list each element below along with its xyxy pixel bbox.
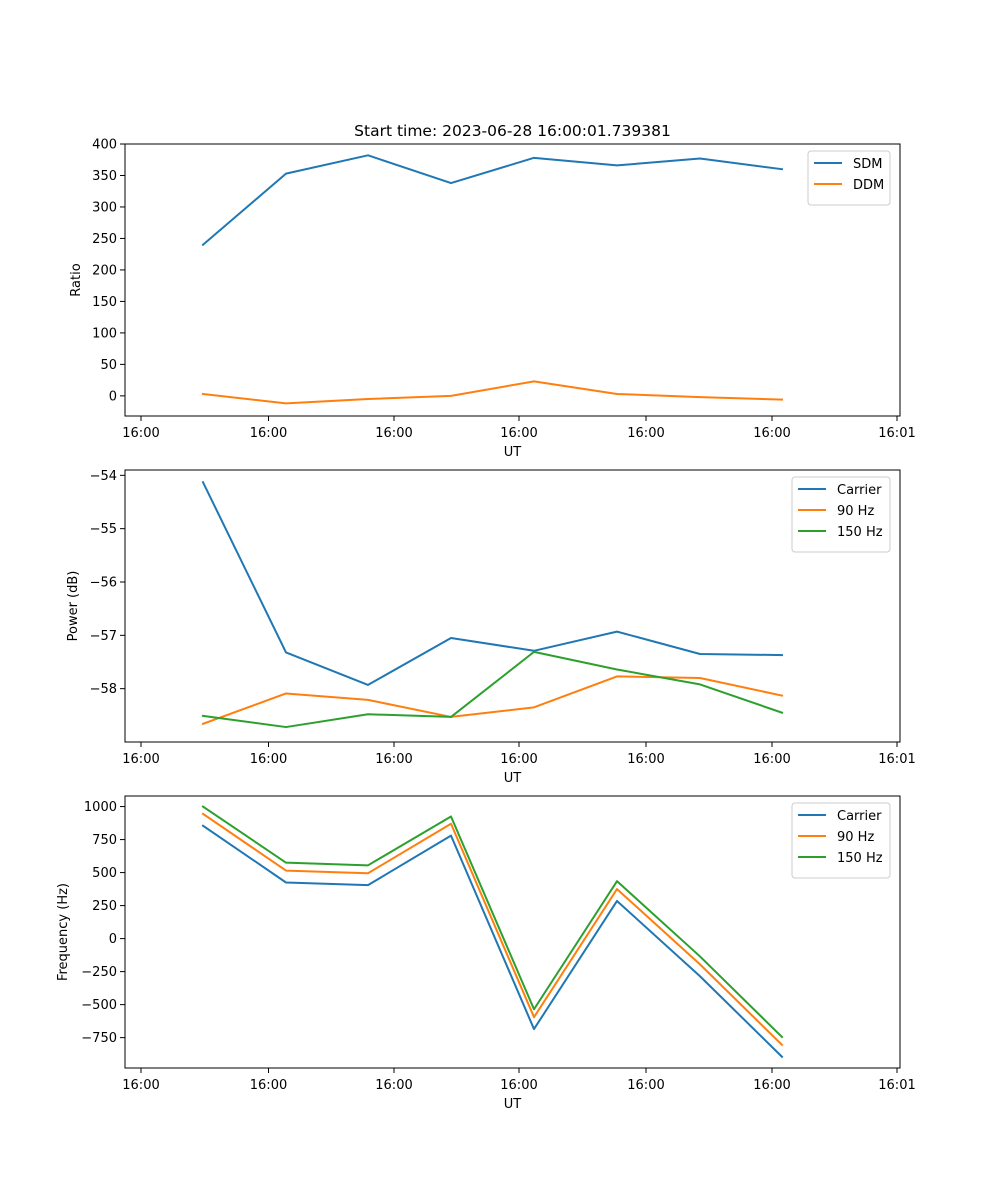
ratio-y-tick-label: 200 — [92, 263, 117, 278]
ratio-x-axis-label: UT — [504, 445, 522, 460]
ratio-y-tick-label: 300 — [92, 200, 117, 215]
power-y-tick-label: −57 — [90, 629, 117, 644]
power-series-150-hz — [201, 650, 784, 729]
frequency-y-tick-label: 750 — [92, 833, 117, 848]
frequency-x-axis-label: UT — [504, 1097, 522, 1112]
power-x-tick-label: 16:00 — [627, 752, 664, 767]
frequency-y-tick-label: 500 — [92, 866, 117, 881]
frequency-y-tick-label: −250 — [81, 965, 117, 980]
ratio-plot: 16:00 16:00 16:00 16:00 16:00 16:00 16:01 0 50 10… — [69, 138, 916, 461]
power-series-90-hz — [201, 675, 784, 726]
ratio-y-tick-label: 400 — [92, 138, 117, 153]
frequency-y-axis-label: Frequency (Hz) — [56, 883, 71, 981]
power-x-tick-label: 16:00 — [375, 752, 412, 767]
power-axes-frame — [124, 469, 901, 743]
power-y-tick-label: −58 — [90, 682, 117, 697]
power-legend-label: 90 Hz — [837, 504, 874, 519]
frequency-y-tick-label: 0 — [109, 932, 117, 947]
ratio-y-axis-label: Ratio — [69, 263, 84, 296]
frequency-x-tick-label: 16:00 — [500, 1078, 537, 1093]
frequency-y-tick-label: −500 — [81, 998, 117, 1013]
power-x-tick-label: 16:00 — [500, 752, 537, 767]
frequency-x-tick-label: 16:00 — [122, 1078, 159, 1093]
ratio-x-tick-label: 16:00 — [250, 426, 287, 441]
ratio-y-tick-label: 250 — [92, 232, 117, 247]
ratio-legend-label: SDM — [853, 157, 882, 172]
ratio-y-tick-label: 350 — [92, 169, 117, 184]
frequency-y-tick-label: 1000 — [84, 800, 117, 815]
ratio-x-tick-label: 16:00 — [627, 426, 664, 441]
ratio-legend: SDM DDM — [807, 150, 891, 206]
power-series-carrier — [201, 480, 784, 686]
frequency-legend-label: 150 Hz — [837, 851, 883, 866]
frequency-legend-frame — [791, 802, 891, 879]
frequency-legend: Carrier 90 Hz 150 Hz — [791, 802, 891, 879]
ratio-y-tick-label: 0 — [109, 389, 117, 404]
power-x-axis-label: UT — [504, 771, 522, 786]
frequency-x-tick-label: 16:00 — [250, 1078, 287, 1093]
frequency-x-tick-label: 16:00 — [753, 1078, 790, 1093]
frequency-series-carrier — [201, 824, 784, 1059]
frequency-series-90-hz — [201, 812, 784, 1047]
frequency-legend-label: 90 Hz — [837, 830, 874, 845]
power-y-tick-label: −54 — [90, 469, 117, 484]
ratio-x-tick-label: 16:00 — [500, 426, 537, 441]
frequency-x-tick-label: 16:00 — [627, 1078, 664, 1093]
power-x-tick-label: 16:00 — [753, 752, 790, 767]
ratio-x-tick-label: 16:00 — [375, 426, 412, 441]
power-legend: Carrier 90 Hz 150 Hz — [791, 476, 891, 553]
power-legend-frame — [791, 476, 891, 553]
frequency-x-tick-label: 16:00 — [375, 1078, 412, 1093]
ratio-legend-frame — [807, 150, 891, 206]
frequency-y-tick-label: −750 — [81, 1031, 117, 1046]
power-x-tick-label: 16:01 — [878, 752, 915, 767]
ratio-x-tick-label: 16:01 — [878, 426, 915, 441]
figure-title: Start time: 2023-06-28 16:00:01.739381 — [354, 122, 671, 140]
power-y-tick-label: −56 — [90, 576, 117, 591]
ratio-series-ddm — [201, 380, 784, 405]
frequency-x-tick-label: 16:01 — [878, 1078, 915, 1093]
power-x-tick-label: 16:00 — [122, 752, 159, 767]
frequency-y-tick-label: 250 — [92, 899, 117, 914]
frequency-legend-label: Carrier — [837, 809, 882, 824]
power-x-tick-label: 16:00 — [250, 752, 287, 767]
ratio-y-tick-label: 50 — [100, 358, 117, 373]
ratio-y-tick-label: 100 — [92, 326, 117, 341]
power-legend-label: 150 Hz — [837, 525, 883, 540]
power-legend-label: Carrier — [837, 483, 882, 498]
power-y-axis-label: Power (dB) — [66, 571, 81, 642]
power-plot: 16:00 16:00 16:00 16:00 16:00 16:00 16:01 −54 −5… — [66, 469, 916, 786]
ratio-x-tick-label: 16:00 — [122, 426, 159, 441]
power-y-tick-label: −55 — [90, 522, 117, 537]
ratio-series-sdm — [201, 154, 784, 247]
frequency-series-150-hz — [201, 805, 784, 1039]
ratio-legend-label: DDM — [853, 178, 884, 193]
ratio-axes-frame — [124, 143, 901, 417]
frequency-axes-frame — [124, 795, 901, 1069]
ratio-x-tick-label: 16:00 — [753, 426, 790, 441]
ratio-y-tick-label: 150 — [92, 295, 117, 310]
frequency-plot: 16:00 16:00 16:00 16:00 16:00 16:00 16:01 1000 7… — [56, 795, 916, 1112]
